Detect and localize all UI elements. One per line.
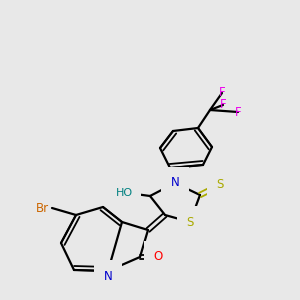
Text: N: N bbox=[103, 269, 112, 283]
Text: O: O bbox=[153, 250, 163, 263]
Text: S: S bbox=[186, 215, 194, 229]
Text: Br: Br bbox=[36, 202, 49, 214]
Text: F: F bbox=[235, 106, 241, 118]
Text: N: N bbox=[171, 176, 179, 190]
Text: F: F bbox=[219, 86, 225, 100]
Text: F: F bbox=[220, 98, 226, 112]
Text: HO: HO bbox=[116, 188, 133, 198]
Text: S: S bbox=[216, 178, 224, 191]
